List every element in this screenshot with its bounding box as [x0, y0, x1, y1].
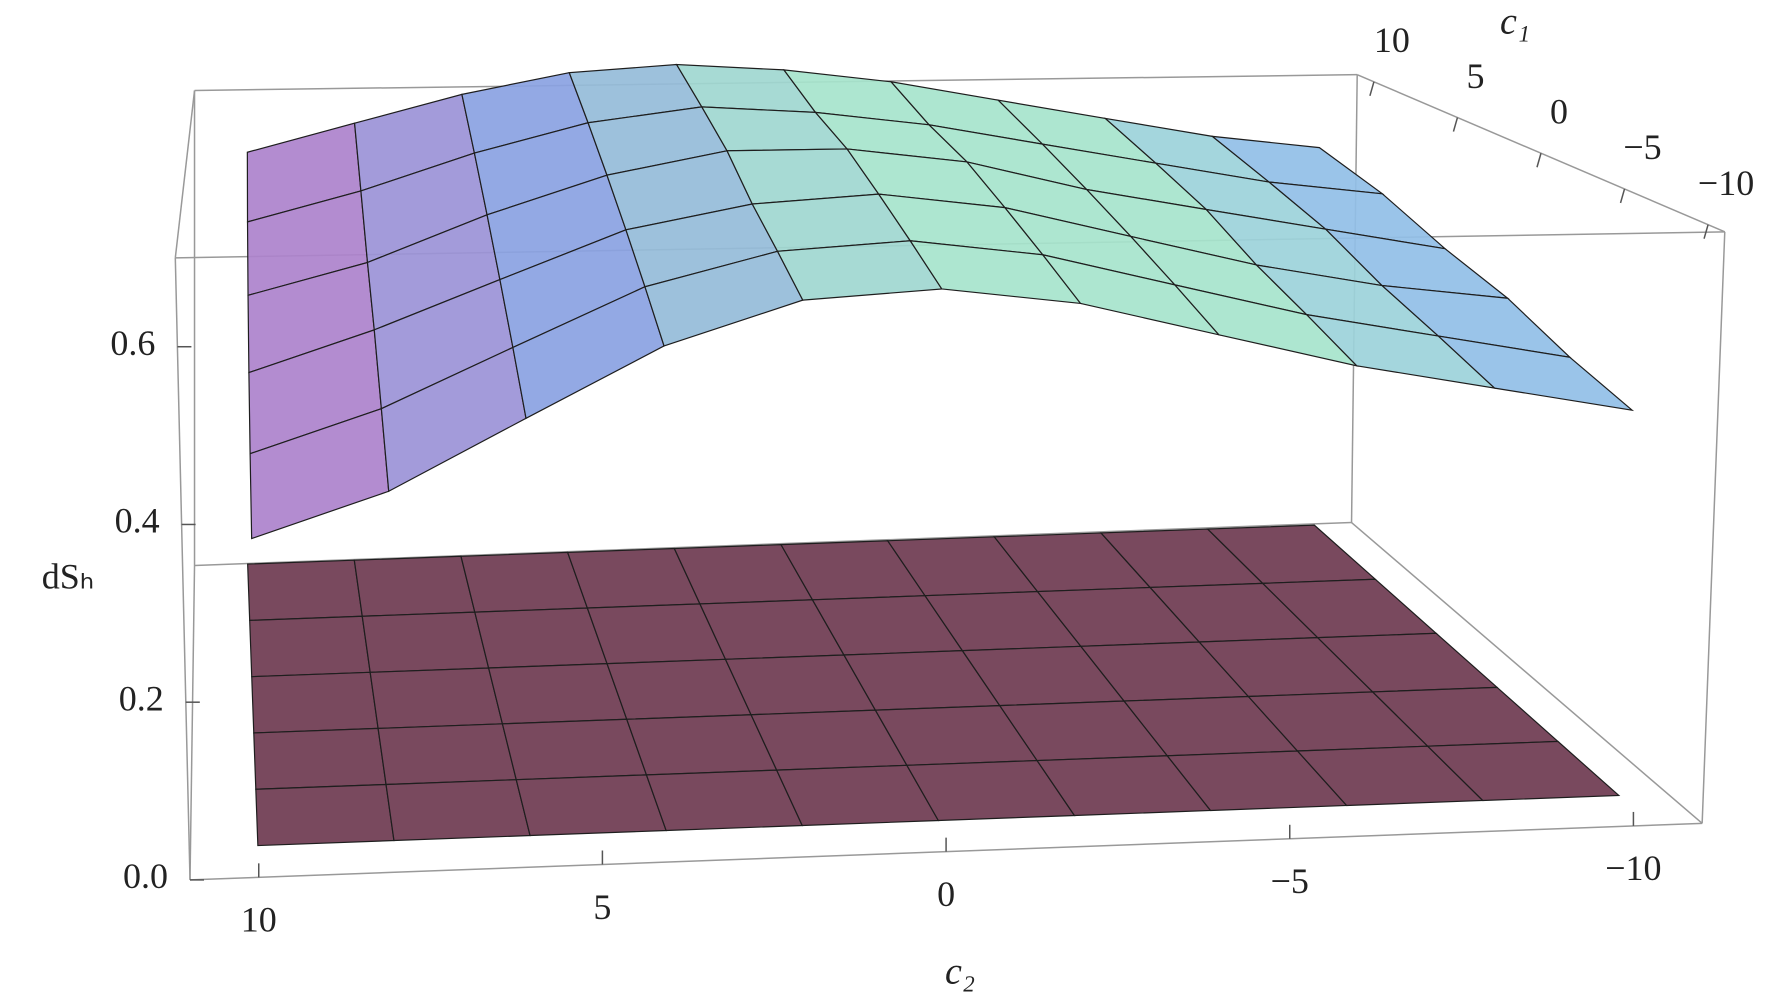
y-tick [1536, 153, 1542, 168]
box-edge [1701, 231, 1726, 824]
x-tick-label: 5 [593, 887, 611, 927]
y-tick [1619, 188, 1626, 204]
surface-cell [353, 555, 476, 617]
y-tick-label: −5 [1623, 127, 1661, 167]
surface-cell [1436, 335, 1635, 412]
surface-cell [460, 551, 589, 613]
x-tick-label: 10 [241, 900, 277, 940]
surface-cell [645, 769, 804, 832]
x-tick-label: −10 [1605, 848, 1661, 888]
y-tick [1703, 224, 1709, 239]
z-tick-label: 0.0 [123, 856, 168, 896]
y-tick-label: −10 [1698, 163, 1754, 203]
y-axis-label: c₁ [1500, 1, 1530, 43]
surface-cell [487, 663, 628, 725]
surface-cell [253, 727, 387, 790]
x-tick-label: 0 [937, 874, 955, 914]
surface-cell [361, 611, 490, 673]
surface-cell [515, 774, 667, 837]
surface-cell [625, 714, 778, 776]
surface-cell [501, 718, 648, 781]
surface-cell [247, 559, 363, 621]
y-tick-label: 5 [1466, 56, 1484, 96]
y-tick-label: 10 [1374, 20, 1410, 60]
y-tick-label: 0 [1550, 92, 1568, 132]
box-edge [174, 257, 191, 880]
box-edge [1351, 521, 1703, 824]
y-tick [1369, 81, 1375, 96]
box-edge [194, 521, 1352, 567]
surface-cell [1426, 740, 1621, 802]
surface-cell [385, 779, 531, 842]
surface-cell [474, 607, 608, 669]
z-tick-label: 0.6 [110, 323, 155, 363]
z-axis-label: dSₕ [42, 556, 95, 596]
box-edge [174, 90, 196, 258]
y-tick [1452, 117, 1459, 132]
surface-cell [377, 723, 517, 786]
box-edge [189, 565, 196, 880]
z-tick-label: 0.4 [115, 501, 160, 541]
x-axis-label: c₂ [945, 951, 975, 993]
surface-cell [249, 615, 371, 678]
z-tick-label: 0.2 [119, 678, 164, 718]
surface-cell [255, 783, 395, 847]
surface-cell [251, 671, 379, 734]
surface-cell [369, 667, 504, 730]
x-tick-label: −5 [1271, 861, 1309, 901]
